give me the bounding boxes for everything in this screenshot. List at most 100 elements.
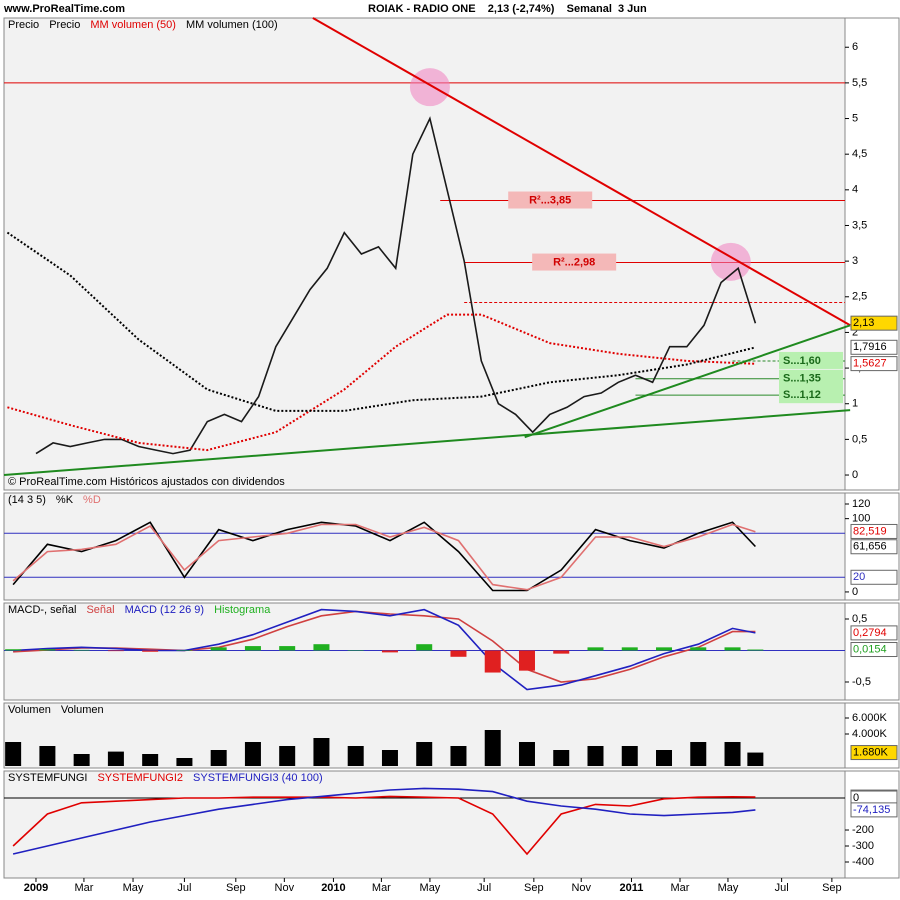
trend-line (524, 324, 851, 439)
bar (244, 742, 261, 766)
level-label: S...1,35 (783, 373, 821, 385)
bar (107, 650, 124, 652)
trend-line (3, 409, 851, 477)
series-line (12, 787, 756, 855)
series-line (13, 608, 756, 691)
legend-entry: Señal (86, 604, 114, 616)
bar (621, 746, 638, 766)
bar (210, 750, 227, 766)
y-tick-label: -300 (852, 840, 874, 852)
y-tick-label: 0 (852, 469, 858, 481)
bar (621, 647, 638, 651)
y-tick-label: 2,5 (852, 291, 867, 303)
y-tick-label: -0,5 (852, 676, 871, 688)
x-tick-label: 2011 (620, 882, 644, 894)
bar (381, 750, 398, 766)
y-tick-label: -200 (852, 824, 874, 836)
bar (176, 650, 193, 651)
bar (73, 754, 90, 766)
site-link[interactable]: www.ProRealTime.com (3, 3, 125, 15)
bar (39, 746, 56, 766)
plot-area (3, 492, 846, 601)
x-tick-label: May (420, 882, 441, 894)
highlight (409, 68, 450, 107)
value-box (850, 642, 898, 658)
bar (450, 746, 467, 766)
legend-entry: MM volumen (100) (186, 19, 278, 31)
bar (450, 650, 467, 657)
y-tick-label: 0 (852, 586, 858, 598)
y-tick-label: 5,5 (852, 77, 867, 89)
bar (656, 647, 673, 651)
panel-title: SYSTEMFUNGI (8, 772, 87, 784)
bar (747, 649, 764, 651)
panel-title: Precio (8, 19, 39, 31)
x-tick-label: Jul (177, 882, 191, 894)
level-label-bg (779, 369, 843, 387)
panel-title: MACD-, señal (8, 604, 76, 616)
bar (313, 738, 330, 766)
legend-entry: %D (83, 494, 101, 506)
level-label-bg (508, 191, 593, 209)
y-tick-label: 4,5 (852, 148, 867, 160)
x-tick-label: 2010 (321, 882, 345, 894)
footer-note: © ProRealTime.com Históricos ajustados c… (8, 476, 285, 488)
level-label: R²...3,85 (529, 194, 571, 206)
panel: 0 100 120 (14 3 5) %K %D 82,519 61,656 20 (3, 492, 900, 601)
value-box-label: -74,135 (853, 804, 890, 816)
y-tick-label: 6 (852, 41, 858, 53)
x-tick-label: Mar (671, 882, 690, 894)
y-tick-label: 4 (852, 184, 858, 196)
y-tick-label: 0,5 (852, 433, 867, 445)
level-label: R²...2,98 (553, 256, 595, 268)
series-line (35, 116, 757, 455)
x-tick-label: Nov (275, 882, 295, 894)
plot-area (3, 770, 846, 879)
y-tick-label: 1 (852, 398, 858, 410)
bar (518, 742, 535, 766)
bar (210, 647, 227, 651)
y-tick-label: 6.000K (852, 712, 888, 724)
x-tick-label: Nov (571, 882, 591, 894)
value-box (850, 539, 898, 555)
value-box-label: 1,5627 (853, 358, 887, 370)
plot-area (3, 602, 846, 701)
x-tick-label: Sep (226, 882, 246, 894)
legend-entry: SYSTEMFUNGI2 (97, 772, 183, 784)
legend-entry: %K (56, 494, 74, 506)
legend-entry: Histograma (214, 604, 271, 616)
level-label-bg (779, 386, 843, 404)
legend-entry: Volumen (61, 704, 104, 716)
bar (347, 650, 364, 651)
panel: 00,511,522,533,544,555,56R²...3,85R²...2… (3, 17, 900, 491)
bar (416, 742, 433, 766)
x-tick-label: Jul (775, 882, 789, 894)
bar (724, 742, 741, 766)
value-box (850, 569, 898, 585)
panel-title: (14 3 5) (8, 494, 46, 506)
panel: -400 -300 -200 SYSTEMFUNGI SYSTEMFUNGI2 SYSTE… (3, 770, 900, 879)
bar (5, 742, 22, 766)
bar (553, 650, 570, 654)
x-tick-label: 2009 (24, 882, 48, 894)
value-box-label: 2,13 (853, 317, 874, 329)
value-box (850, 745, 898, 761)
value-box (850, 356, 898, 372)
value-box-label: 20 (853, 571, 865, 583)
level-label-bg (779, 351, 843, 369)
bar (690, 647, 707, 651)
bar (39, 649, 56, 651)
y-tick-label: 4.000K (852, 728, 888, 740)
bar (381, 650, 398, 653)
legend-entry: SYSTEMFUNGI3 (40 100) (193, 772, 323, 784)
x-tick-label: May (718, 882, 739, 894)
value-box-label: 0,0154 (853, 643, 887, 655)
bar (416, 644, 433, 651)
series-line (7, 313, 756, 452)
bar (553, 750, 570, 766)
value-box (850, 339, 898, 355)
panel-title: Volumen (8, 704, 51, 716)
series-line (6, 231, 756, 412)
bar (587, 746, 604, 766)
